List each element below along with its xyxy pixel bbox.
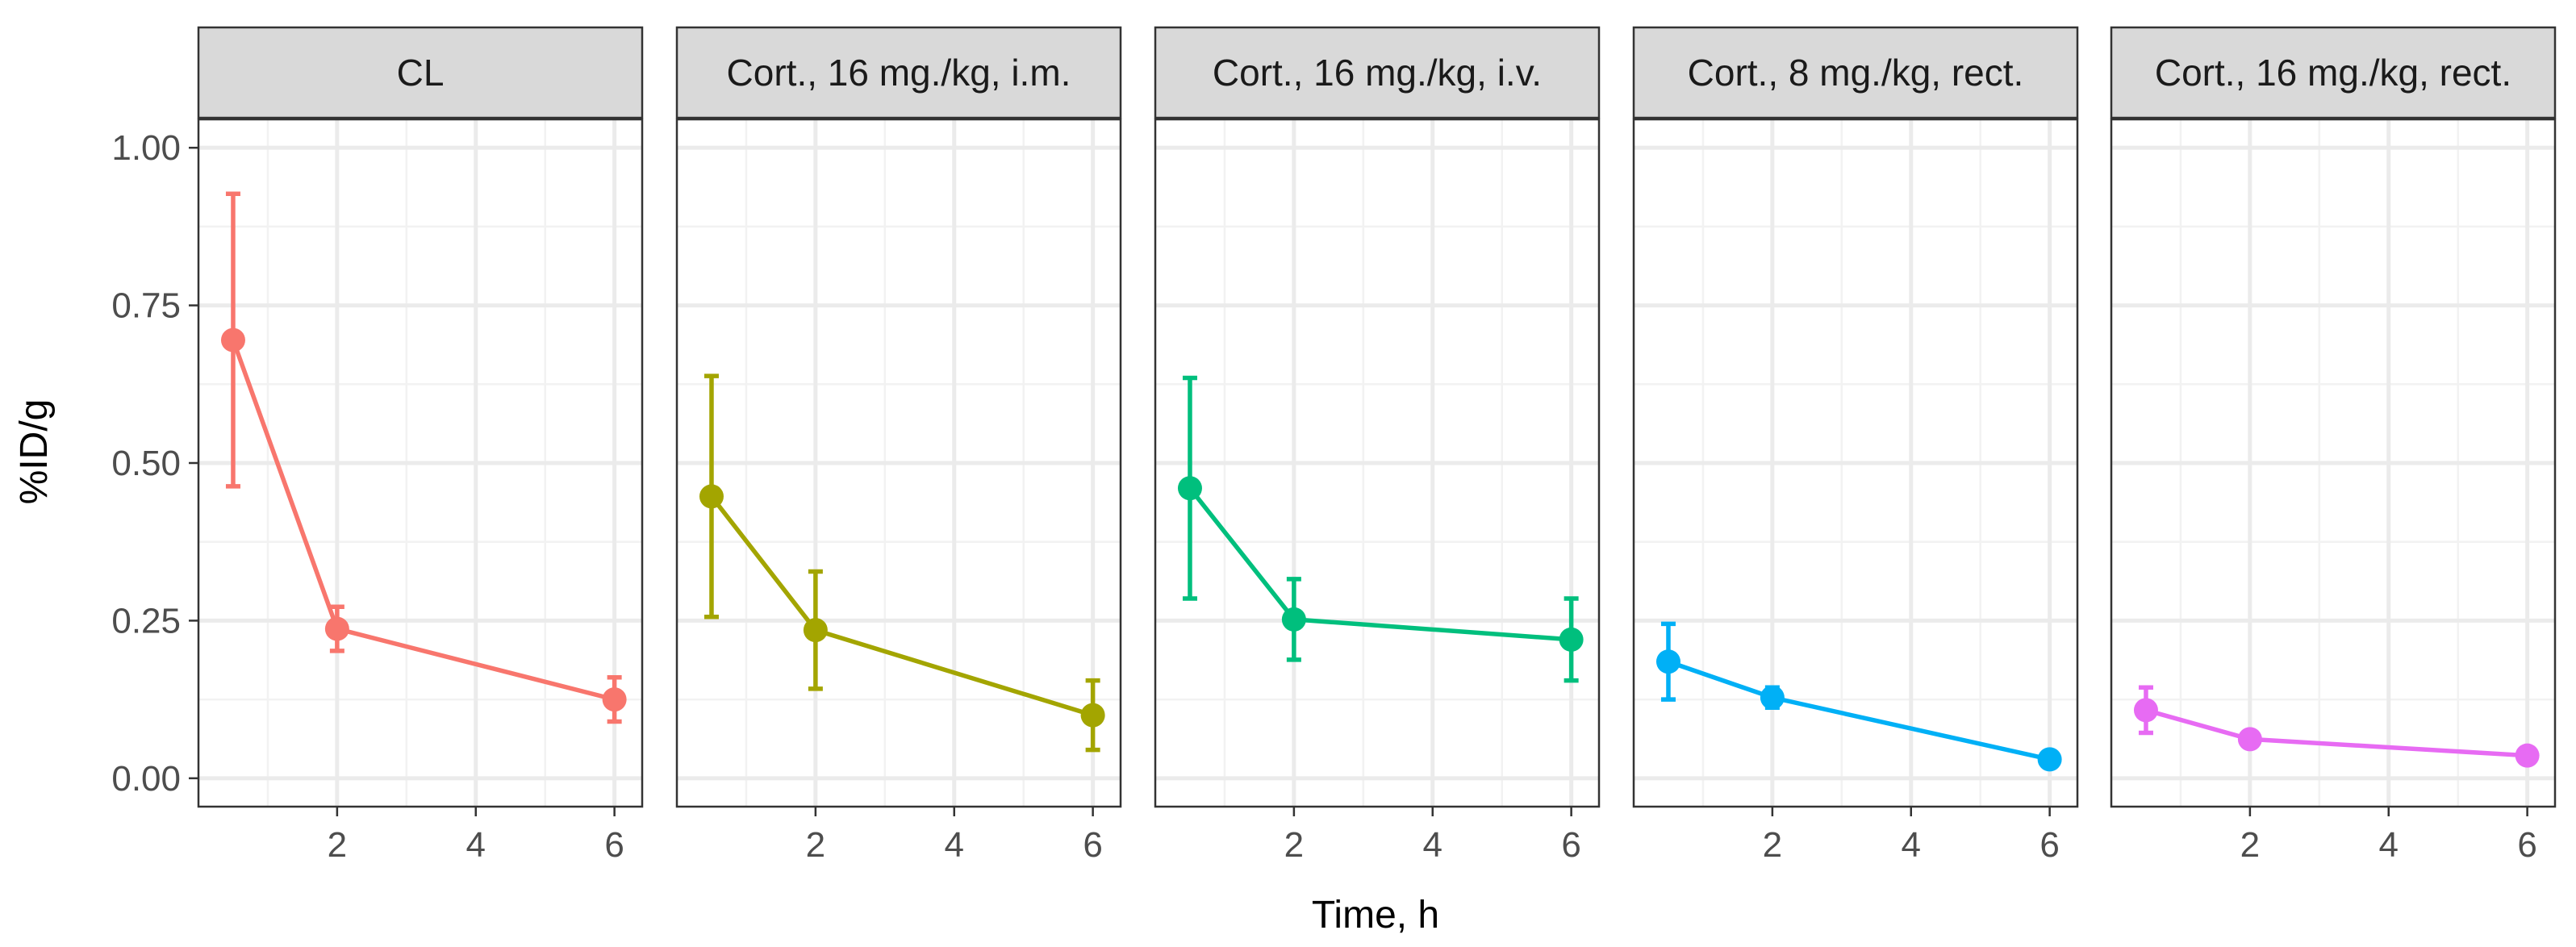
data-point xyxy=(1281,607,1306,632)
y-axis: 0.00 0.25 0.50 0.75 1.00 xyxy=(111,128,198,799)
data-point xyxy=(1760,685,1785,710)
x-tick-label: 4 xyxy=(1902,825,1921,865)
x-tick-label: 6 xyxy=(1561,825,1580,865)
data-point xyxy=(220,327,245,353)
y-tick-label: 0.00 xyxy=(111,759,181,799)
x-tick-label: 4 xyxy=(1423,825,1442,865)
panel: Cort., 16 mg./kg, rect. 2 4 6 xyxy=(2110,26,2557,865)
y-tick-label: 0.50 xyxy=(111,444,181,483)
series-line xyxy=(231,339,616,702)
data-point xyxy=(1080,703,1105,728)
facet-strip xyxy=(675,26,1122,119)
x-tick-label: 6 xyxy=(2040,825,2059,865)
facet-label: Cort., 16 mg./kg, i.m. xyxy=(727,52,1071,94)
panel: Cort., 8 mg./kg, rect. 2 4 6 xyxy=(1632,26,2079,865)
data-point xyxy=(602,687,627,712)
facet-strip xyxy=(1154,26,1601,119)
y-tick-label: 0.25 xyxy=(111,601,181,640)
facet-label: Cort., 8 mg./kg, rect. xyxy=(1688,52,2024,94)
panel-border xyxy=(2110,118,2557,808)
y-tick-label: 1.00 xyxy=(111,128,181,168)
data-point xyxy=(1655,649,1680,674)
data-point xyxy=(699,484,724,509)
data-point xyxy=(2037,747,2062,772)
facet-strip xyxy=(1632,26,2079,119)
x-axis-title: Time, h xyxy=(1312,894,1439,937)
data-point xyxy=(1559,627,1584,652)
x-tick-label: 2 xyxy=(806,825,825,865)
facet-label: Cort., 16 mg./kg, i.v. xyxy=(1213,52,1542,94)
data-point xyxy=(2133,698,2158,723)
panel: Cort., 16 mg./kg, i.v. 2 4 6 xyxy=(1154,26,1601,865)
x-tick-label: 2 xyxy=(328,825,347,865)
data-point xyxy=(803,618,828,643)
data-point xyxy=(1177,476,1202,501)
data-point xyxy=(2237,727,2262,752)
series-line xyxy=(1188,486,1572,642)
x-tick-label: 4 xyxy=(2379,825,2399,865)
panel: Cort., 16 mg./kg, i.m. 2 4 6 xyxy=(675,26,1122,865)
x-tick-label: 2 xyxy=(1763,825,1782,865)
x-tick-label: 4 xyxy=(466,825,486,865)
facet-label: Cort., 16 mg./kg, rect. xyxy=(2155,52,2511,94)
facet-label: CL xyxy=(397,52,445,94)
data-point xyxy=(2515,743,2540,768)
facet-strip xyxy=(197,26,644,119)
panel: CL 2 4 6 xyxy=(197,26,644,865)
x-tick-label: 6 xyxy=(1083,825,1102,865)
series-line xyxy=(709,494,1094,718)
panel-border xyxy=(1154,118,1601,808)
x-tick-label: 4 xyxy=(945,825,964,865)
x-tick-label: 6 xyxy=(604,825,624,865)
y-axis-title: %ID/g xyxy=(13,399,56,505)
y-tick-label: 0.75 xyxy=(111,286,181,326)
panel-border xyxy=(1632,118,2079,808)
x-tick-label: 2 xyxy=(2240,825,2260,865)
series-line xyxy=(1668,659,2051,762)
x-tick-label: 2 xyxy=(1284,825,1304,865)
panel-border xyxy=(675,118,1122,808)
data-point xyxy=(324,616,349,641)
series-line xyxy=(2145,707,2528,758)
facet-strip xyxy=(2110,26,2557,119)
x-tick-label: 6 xyxy=(2517,825,2536,865)
